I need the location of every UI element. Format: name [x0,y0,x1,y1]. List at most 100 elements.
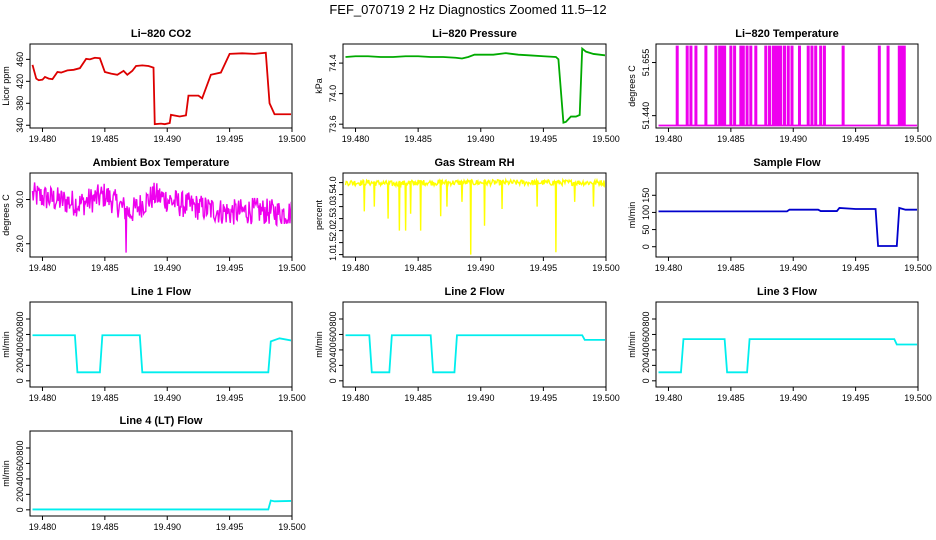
x-tick-label: 19.480 [342,134,370,144]
panel-title: Li−820 Pressure [432,28,517,40]
x-tick-label: 19.500 [278,393,306,403]
y-tick-label: 380 [15,96,25,111]
panel-4: Ambient Box Temperature degrees C 19.480 19… [1,157,306,273]
panel-title: Line 4 (LT) Flow [120,415,203,427]
y-axis-label: ml/min [314,331,324,358]
y-tick-label: 0 [15,378,25,383]
y-tick-label: 460 [15,52,25,67]
y-axis-label: kPa [314,78,324,94]
y-tick-label: 600 [328,327,338,342]
y-axis-label: ml/min [1,460,11,487]
y-tick-label: 51.655 [641,49,651,77]
y-axis-label: degrees C [627,65,637,107]
x-tick-label: 19.495 [530,393,558,403]
panel-5: Gas Stream RH percent 19.480 19.485 19.490 19… [314,157,620,273]
y-tick-label: 200 [641,358,651,373]
plot-frame [655,301,919,388]
x-tick-label: 19.480 [342,263,370,273]
x-tick-label: 19.480 [655,263,683,273]
x-tick-label: 19.500 [904,393,932,403]
x-tick-label: 19.490 [467,393,495,403]
plot-frame [342,43,607,129]
y-tick-label: 400 [641,342,651,357]
x-tick-label: 19.495 [842,134,870,144]
y-tick-label: 800 [641,311,651,326]
x-tick-label: 19.500 [592,263,620,273]
x-tick-label: 19.495 [530,134,558,144]
y-tick-label: 400 [328,342,338,357]
series-line [32,334,291,374]
x-tick-label: 19.485 [717,263,745,273]
y-tick-label: 0 [328,378,338,383]
y-tick-label: 600 [641,327,651,342]
y-tick-label: 400 [15,471,25,486]
y-tick-label: 800 [15,311,25,326]
panel-1: Li−820 CO2 Licor ppm 19.480 19.485 19.490 19.… [1,28,306,144]
panel-2: Li−820 Pressure kPa 19.480 19.485 19.490 19.4… [314,28,620,144]
x-tick-label: 19.500 [278,134,306,144]
y-tick-label: 30.0 [15,191,25,209]
series-line [31,182,291,253]
x-tick-label: 19.480 [29,522,57,532]
panel-title: Gas Stream RH [434,157,514,169]
panel-title: Line 1 Flow [131,286,191,298]
panel-7: Line 1 Flow ml/min 19.480 19.485 19.490 19.49… [1,286,306,403]
y-tick-label: 51.440 [641,102,651,130]
x-tick-label: 19.480 [29,263,57,273]
x-tick-label: 19.495 [842,263,870,273]
y-axis-label: ml/min [1,331,11,358]
y-tick-label: 29.0 [15,235,25,253]
x-tick-label: 19.490 [467,263,495,273]
y-tick-label: 3.0 [328,200,338,213]
panel-title: Line 2 Flow [445,286,505,298]
plot-frame [29,430,293,517]
x-tick-label: 19.500 [592,393,620,403]
x-tick-label: 19.500 [278,263,306,273]
x-tick-label: 19.490 [153,522,181,532]
x-tick-label: 19.490 [779,134,807,144]
x-tick-label: 19.485 [91,393,119,403]
x-tick-label: 19.495 [216,134,244,144]
panel-title: Li−820 Temperature [735,28,838,40]
y-tick-label: 4.0 [328,176,338,189]
x-tick-label: 19.495 [530,263,558,273]
plot-frame [655,172,919,258]
y-tick-label: 150 [641,188,651,203]
panel-title: Li−820 CO2 [131,28,191,40]
x-tick-label: 19.485 [91,134,119,144]
plot-frame [29,43,293,129]
y-tick-label: 420 [15,74,25,89]
x-tick-label: 19.485 [717,134,745,144]
panel-6: Sample Flow ml/min 19.480 19.485 19.490 19.49… [627,157,932,273]
y-axis-label: degrees C [1,194,11,236]
y-tick-label: 73.6 [328,115,338,133]
x-tick-label: 19.490 [153,393,181,403]
plot-frame [29,172,293,258]
y-tick-label: 1.0 [328,248,338,261]
x-tick-label: 19.500 [278,522,306,532]
panel-3: Li−820 Temperature degrees C 19.480 19.485 1… [627,28,932,144]
y-tick-label: 2.5 [328,212,338,225]
series-line [344,177,605,255]
x-tick-label: 19.485 [404,263,432,273]
panel-title: Sample Flow [753,157,821,169]
series-line [658,45,917,127]
y-tick-label: 74.4 [328,54,338,72]
x-tick-label: 19.485 [404,393,432,403]
y-tick-label: 600 [15,456,25,471]
y-tick-label: 600 [15,327,25,342]
x-tick-label: 19.500 [592,134,620,144]
y-axis-label: ml/min [627,202,637,229]
panel-title: Ambient Box Temperature [93,157,230,169]
series-line [658,338,917,374]
x-tick-label: 19.500 [904,263,932,273]
y-axis-label: ml/min [627,331,637,358]
y-tick-label: 200 [15,358,25,373]
x-tick-label: 19.480 [29,134,57,144]
x-tick-label: 19.490 [153,134,181,144]
x-tick-label: 19.490 [779,393,807,403]
x-tick-label: 19.490 [467,134,495,144]
y-tick-label: 3.5 [328,188,338,201]
plot-frame [655,43,919,129]
